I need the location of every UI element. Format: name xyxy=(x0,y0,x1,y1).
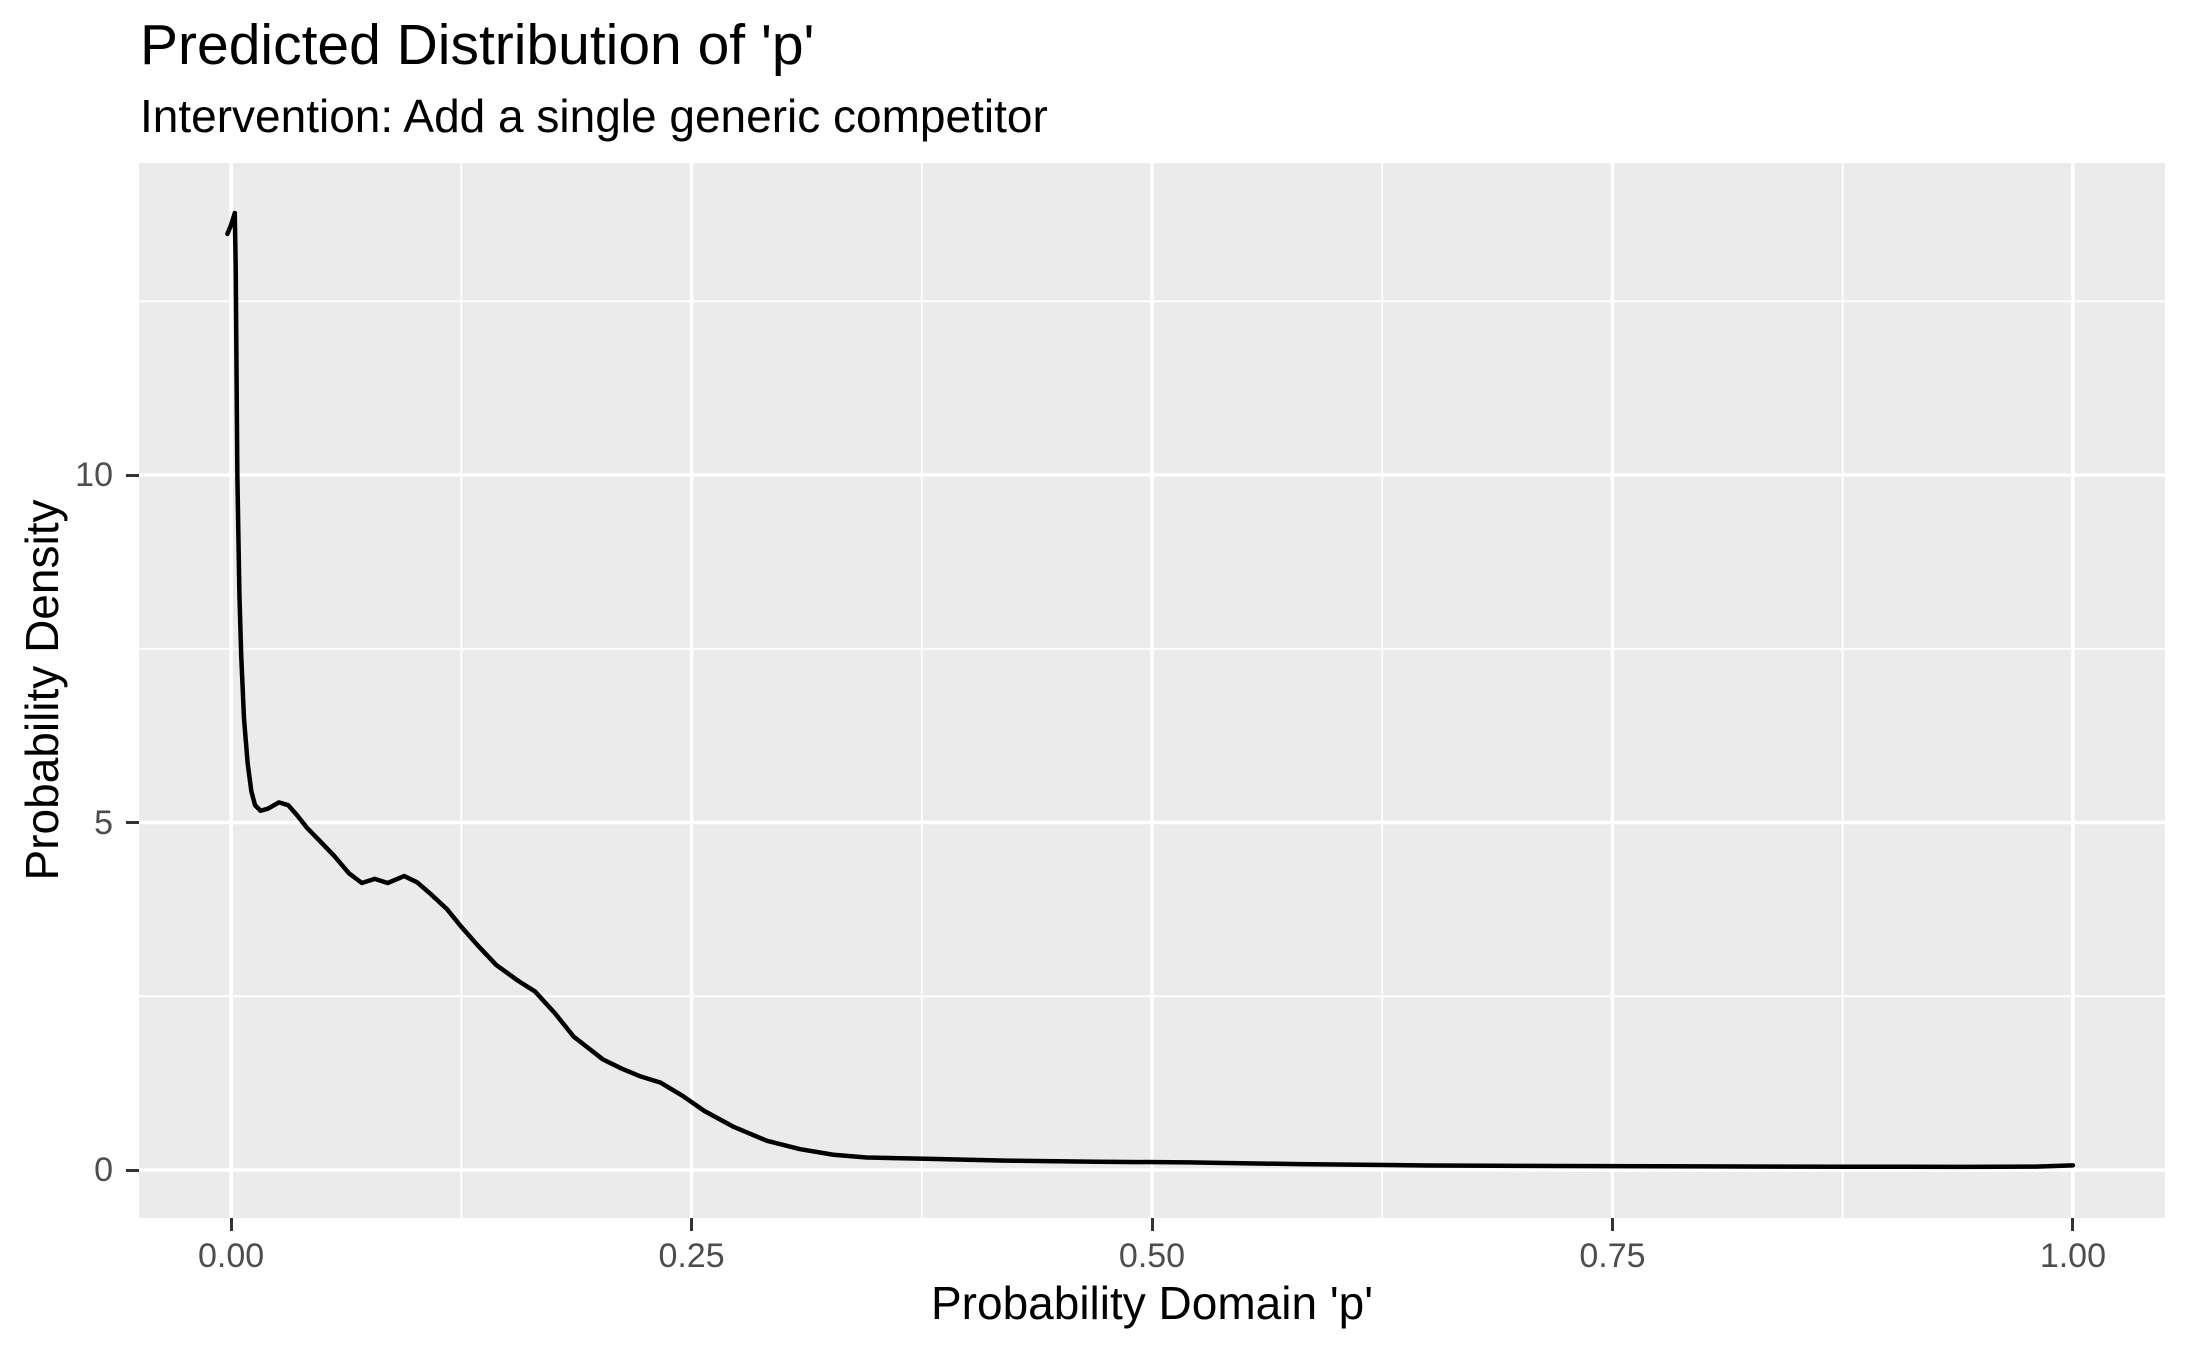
x-tick-mark xyxy=(2071,1218,2075,1231)
y-tick-mark xyxy=(126,1168,139,1172)
plot-panel xyxy=(139,163,2165,1218)
plot-subtitle: Intervention: Add a single generic compe… xyxy=(140,90,1048,142)
x-tick-label: 0.00 xyxy=(197,1237,265,1275)
y-tick-mark xyxy=(126,821,139,825)
y-tick-label: 5 xyxy=(94,803,113,842)
x-tick-mark xyxy=(1150,1218,1154,1231)
x-tick-label: 0.25 xyxy=(658,1237,725,1275)
x-tick-mark xyxy=(229,1218,233,1231)
x-tick-mark xyxy=(690,1218,694,1231)
x-tick-label: 1.00 xyxy=(2039,1237,2106,1275)
density-curve xyxy=(225,210,2076,1170)
x-axis-title: Probability Domain 'p' xyxy=(931,1277,1373,1329)
y-tick-label: 10 xyxy=(75,456,113,495)
y-tick-mark xyxy=(126,473,139,477)
plot-panel-canvas xyxy=(139,163,2165,1218)
x-tick-label: 0.75 xyxy=(1579,1237,1646,1275)
x-tick-mark xyxy=(1610,1218,1614,1231)
plot-title: Predicted Distribution of 'p' xyxy=(140,13,815,77)
x-tick-label: 0.50 xyxy=(1118,1237,1186,1275)
y-tick-label: 0 xyxy=(94,1151,113,1190)
